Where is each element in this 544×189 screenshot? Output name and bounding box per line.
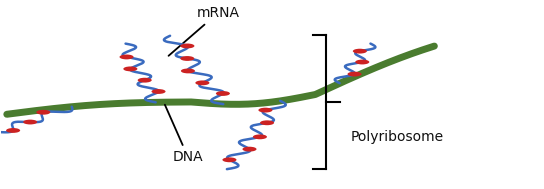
Circle shape [243, 147, 257, 152]
Circle shape [355, 60, 369, 64]
Circle shape [195, 81, 209, 85]
Circle shape [151, 89, 165, 94]
Text: DNA: DNA [165, 105, 203, 164]
Circle shape [120, 55, 134, 59]
Circle shape [253, 134, 267, 139]
Circle shape [222, 157, 237, 162]
Circle shape [23, 120, 37, 124]
Circle shape [36, 110, 51, 115]
Circle shape [258, 108, 273, 112]
Circle shape [180, 56, 194, 61]
Circle shape [123, 67, 138, 71]
Circle shape [181, 69, 195, 73]
Circle shape [216, 91, 230, 96]
Circle shape [138, 78, 152, 83]
Text: mRNA: mRNA [169, 6, 239, 56]
Circle shape [348, 72, 362, 77]
Text: Polyribosome: Polyribosome [350, 130, 443, 144]
Circle shape [260, 120, 274, 125]
Circle shape [6, 128, 20, 133]
Circle shape [181, 43, 194, 48]
Circle shape [353, 49, 367, 53]
